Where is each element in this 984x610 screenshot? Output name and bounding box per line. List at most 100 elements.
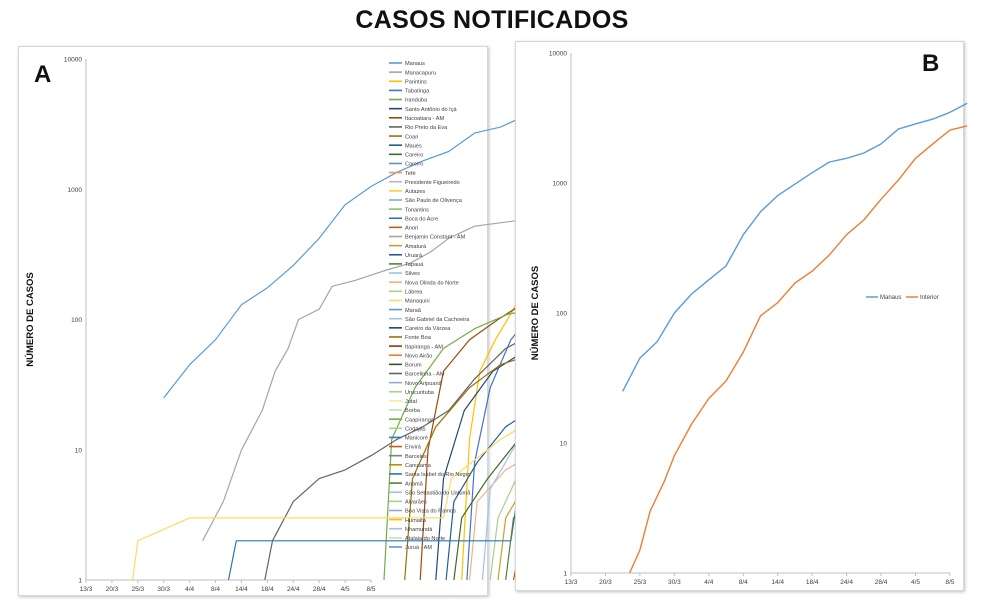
chart-a-legend-label: São Gabriel da Cachoeira bbox=[405, 317, 470, 323]
chart-b-y-tick-label: 1000 bbox=[553, 181, 568, 188]
chart-a-legend-label: Nova Olinda do Norte bbox=[405, 280, 459, 286]
chart-a-legend-label: Atalaia do Norte bbox=[405, 536, 445, 542]
chart-b-x-tick-label: 30/3 bbox=[668, 579, 681, 586]
chart-b-legend-label: Interior bbox=[920, 295, 939, 301]
chart-a-legend-label: Manaquiri bbox=[405, 299, 430, 305]
chart-a-legend-label: Caapiranga bbox=[405, 417, 435, 423]
chart-a-legend-label: Careiro bbox=[405, 153, 423, 159]
chart-a-series-line bbox=[383, 306, 550, 581]
chart-a-x-tick-label: 20/3 bbox=[106, 586, 119, 593]
chart-a-legend-label: Boa Vista do Ramos bbox=[405, 509, 456, 515]
chart-a-legend-label: Maraã bbox=[405, 308, 422, 314]
chart-a-x-tick-label: 18/4 bbox=[261, 586, 274, 593]
chart-a-x-tick-label: 28/4 bbox=[313, 586, 326, 593]
chart-b-x-tick-label: 28/4 bbox=[875, 579, 888, 586]
chart-a-x-tick-label: 13/3 bbox=[80, 586, 93, 593]
chart-a-y-tick-label: 1000 bbox=[68, 187, 83, 194]
chart-a-legend-label: São Sebastião do Uatumã bbox=[405, 490, 471, 496]
chart-a-legend-label: Careiro bbox=[405, 162, 423, 168]
chart-a-y-tick-label: 10 bbox=[75, 447, 83, 454]
chart-a-legend-label: Silves bbox=[405, 271, 420, 277]
chart-a-series-line bbox=[202, 215, 550, 542]
chart-a-legend-label: Codajás bbox=[405, 426, 426, 432]
chart-a-legend-label: Novo Aripuanã bbox=[405, 381, 443, 387]
chart-a-x-tick-label: 30/3 bbox=[157, 586, 170, 593]
chart-b-y-axis-label: NÚMERO DE CASOS bbox=[529, 266, 541, 360]
chart-a-y-tick-label: 10000 bbox=[64, 57, 82, 64]
chart-a-plot: 1 10 100 1000 10000 13/3 20/3 25/3 30/3 4/4 8/4 14/… bbox=[24, 57, 551, 593]
chart-a-x-tick-label: 24/4 bbox=[287, 586, 300, 593]
chart-a-legend-label: Itacoatiara - AM bbox=[405, 116, 445, 122]
chart-a-y-tick-label: 100 bbox=[71, 317, 82, 324]
chart-a-legend-label: Uruará bbox=[405, 253, 423, 259]
chart-a-x-tick-label: 25/3 bbox=[131, 586, 144, 593]
chart-a-x-tick-label: 4/5 bbox=[341, 586, 350, 593]
chart-a-legend-label: Urucurituba bbox=[405, 390, 435, 396]
chart-a-legend-label: Novo Airão bbox=[405, 353, 432, 359]
chart-a-legend-label: Humaitá bbox=[405, 518, 427, 524]
chart-a-legend-label: Borba bbox=[405, 408, 421, 414]
chart-a-x-tick-label: 14/4 bbox=[235, 586, 248, 593]
chart-b-x-tick-label: 4/4 bbox=[704, 579, 713, 586]
chart-a-legend-label: Autazes bbox=[405, 189, 425, 195]
main-title: CASOS NOTIFICADOS bbox=[355, 6, 629, 34]
chart-a-x-tick-label: 4/4 bbox=[185, 586, 194, 593]
chart-a-legend-label: Coari bbox=[405, 134, 418, 140]
chart-b-x-tick-label: 25/3 bbox=[634, 579, 647, 586]
chart-a-legend-label: Envirá bbox=[405, 445, 422, 451]
chart-a-legend-label: Parintins bbox=[405, 79, 427, 85]
chart-b-y-tick-label: 10 bbox=[560, 441, 568, 448]
chart-a-legend-label: Lábrea bbox=[405, 290, 423, 296]
chart-a-legend-label: Borum bbox=[405, 363, 422, 369]
chart-panel-b: B 1 10 100 1000 10000 13/3 20/3 25/3 30/3 4/4 8/4 1… bbox=[515, 41, 968, 591]
chart-a-legend-label: Canutama bbox=[405, 463, 432, 469]
chart-a-series-line bbox=[264, 324, 551, 581]
chart-a-legend-label: Tapauá bbox=[405, 262, 424, 268]
chart-b-x-tick-label: 20/3 bbox=[599, 579, 612, 586]
chart-b-x-tick-label: 18/4 bbox=[806, 579, 819, 586]
chart-a-legend-label: Boca do Acre bbox=[405, 216, 438, 222]
chart-a-legend-label: Fonte Boa bbox=[405, 335, 432, 341]
chart-a-legend-label: Barcelos bbox=[405, 454, 427, 460]
chart-a-legend-label: Benjamin Constant - AM bbox=[405, 235, 466, 241]
chart-b-x-tick-label: 14/4 bbox=[771, 579, 784, 586]
panel-label-b: B bbox=[922, 50, 940, 77]
chart-b-x-tick-label: 4/5 bbox=[911, 579, 920, 586]
chart-a-legend-label: Jutaí bbox=[405, 399, 418, 405]
chart-b-y-tick-label: 1 bbox=[563, 571, 567, 578]
chart-b-legend-label: Manaus bbox=[880, 295, 901, 301]
chart-a-legend-label: Santo Antônio do Içá bbox=[405, 107, 458, 113]
chart-a-y-axis-label: NÚMERO DE CASOS bbox=[24, 272, 36, 366]
chart-a-legend-label: Nhamundá bbox=[405, 527, 433, 533]
chart-b-plot: 1 10 100 1000 10000 13/3 20/3 25/3 30/3 4/4 8/4 14/… bbox=[529, 51, 968, 586]
chart-b-x-tick-label: 8/4 bbox=[739, 579, 748, 586]
chart-a-legend-label: Careiro da Várzea bbox=[405, 326, 451, 332]
chart-panel-a: A 1 10 100 1000 10000 13/3 20/3 25/3 30/3 4/4 8/4 1… bbox=[18, 46, 551, 596]
chart-a-y-tick-label: 1 bbox=[78, 578, 82, 585]
chart-a-legend-label: Anamã bbox=[405, 481, 424, 487]
chart-a-legend-label: Alvarães bbox=[405, 500, 427, 506]
chart-a-legend-label: Tonantins bbox=[405, 207, 429, 213]
chart-a-legend-label: Amaturá bbox=[405, 244, 427, 250]
chart-a-series-line bbox=[404, 347, 550, 581]
chart-a-legend-label: São Paulo de Olivença bbox=[405, 198, 463, 204]
chart-a-x-tick-label: 8/5 bbox=[366, 586, 375, 593]
chart-a-series-line bbox=[132, 409, 551, 581]
chart-b-y-tick-label: 10000 bbox=[549, 51, 567, 58]
chart-a-legend-label: Santa Isabel do Rio Negro bbox=[405, 472, 471, 478]
chart-a-legend-label: Barcelinha - AM bbox=[405, 372, 445, 378]
chart-a-x-tick-label: 8/4 bbox=[211, 586, 220, 593]
chart-a-legend-label: Itapiranga - AM bbox=[405, 344, 443, 350]
chart-a-legend-label: Manicoré bbox=[405, 436, 428, 442]
chart-a-legend-label: Rio Preto da Eva bbox=[405, 125, 448, 131]
chart-a-legend-label: Anori bbox=[405, 226, 418, 232]
panel-label-a: A bbox=[34, 61, 52, 88]
chart-a-legend-label: Manaus bbox=[405, 61, 425, 67]
chart-a-legend-label: Tabatinga bbox=[405, 89, 430, 95]
chart-a-legend-label: Manacapuru bbox=[405, 70, 436, 76]
chart-a-legend-label: Maués bbox=[405, 143, 422, 149]
chart-b-series-line bbox=[622, 102, 968, 392]
chart-b-series-line bbox=[628, 125, 968, 574]
chart-a-legend-label: Presidente Figueiredo bbox=[405, 180, 460, 186]
chart-a-legend-label: Iranduba bbox=[405, 98, 428, 104]
